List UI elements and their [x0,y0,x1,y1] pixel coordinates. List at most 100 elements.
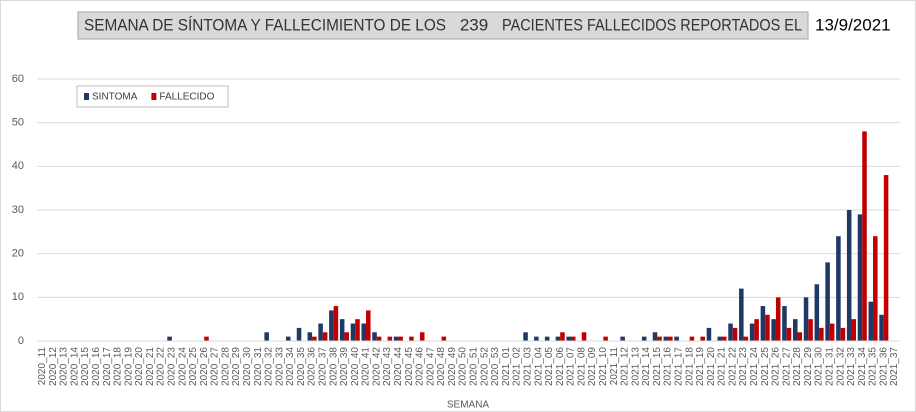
bar [641,336,647,341]
bar [829,323,835,341]
bar [760,306,766,341]
bar [534,336,539,341]
x-tick-label: 2021_10 [598,347,609,386]
bar [739,288,744,341]
x-tick-label: 2020_38 [328,347,339,386]
bar [749,323,755,341]
bar [204,336,209,341]
x-tick-label: 2021_24 [749,347,760,386]
x-tick-label: 2021_19 [695,347,706,386]
bar [264,332,269,341]
bar [312,336,317,341]
x-tick-label: 2020_27 [210,347,221,386]
x-tick-label: 2020_39 [339,347,350,386]
bar [570,336,576,341]
bar [732,327,738,341]
title-suffix: PACIENTES FALLECIDOS REPORTADOS EL [502,15,802,34]
y-tick-label: 0 [18,335,24,347]
bar [603,336,608,341]
x-tick-label: 2021_27 [781,347,792,386]
x-tick-label: 2020_24 [177,347,188,386]
legend-label: SINTOMA [92,92,138,103]
bar [372,332,377,341]
x-tick-label: 2020_42 [371,347,382,386]
bar [819,327,824,341]
x-tick-label: 2020_51 [469,347,480,386]
x-tick-label: 2020_37 [318,347,329,386]
bar [873,236,878,341]
x-tick-label: 2021_37 [889,347,900,386]
bar [344,332,349,341]
x-tick-label: 2020_50 [458,347,469,386]
x-tick-label: 2021_11 [609,347,620,386]
bar [663,336,669,341]
x-tick-label: 2021_29 [803,347,814,386]
x-tick-label: 2020_16 [91,347,102,386]
x-tick-label: 2021_07 [566,347,577,386]
x-tick-label: 2021_12 [620,347,631,386]
bar [318,323,323,341]
x-axis-title: SEMANA [447,400,490,411]
bar [840,327,846,341]
x-tick-label: 2021_31 [825,347,836,386]
x-tick-label: 2021_14 [641,347,652,386]
bar [560,332,565,341]
bar [689,336,695,341]
bar [339,319,345,341]
x-tick-label: 2021_35 [868,347,879,386]
bar [868,301,874,341]
bar [296,327,302,341]
x-tick-label: 2020_41 [361,347,372,386]
bar [376,336,382,341]
bar [722,336,727,341]
bar [836,236,841,341]
x-tick-label: 2021_16 [663,347,674,386]
x-tick-label: 2020_43 [382,347,393,386]
bar [441,336,447,341]
bar [765,314,770,341]
bar [285,336,291,341]
x-tick-label: 2021_36 [878,347,889,386]
bar [803,297,809,341]
x-tick-label: 2021_33 [846,347,857,386]
bar [782,306,787,341]
bar [808,319,813,341]
x-tick-label: 2021_30 [814,347,825,386]
bar [771,319,776,341]
bar [814,284,820,341]
bar [668,336,673,341]
x-tick-label: 2020_53 [490,347,501,386]
bar [544,336,550,341]
bar [419,332,425,341]
bar [657,336,662,341]
bar [393,336,399,341]
x-tick-label: 2020_14 [69,347,80,386]
bar [167,336,172,341]
bar [775,297,781,341]
x-tick-label: 2021_03 [522,347,533,386]
x-tick-label: 2021_32 [835,347,846,386]
y-tick-label: 60 [12,73,24,85]
x-tick-label: 2020_11 [37,347,48,386]
bar [322,332,328,341]
x-tick-label: 2020_19 [123,347,134,386]
legend-swatch [151,93,157,100]
bar [620,336,625,341]
chart-title: SEMANA DE SÍNTOMA Y FALLECIMIENTO DE LOS [84,15,446,34]
x-tick-label: 2020_32 [264,347,275,386]
x-tick-label: 2021_20 [706,347,717,386]
x-tick-label: 2020_13 [59,347,70,386]
x-tick-label: 2020_34 [285,347,296,386]
bar [333,306,339,341]
x-tick-label: 2020_52 [479,347,490,386]
y-tick-label: 50 [12,117,24,129]
bar [851,319,856,341]
bar [706,327,712,341]
x-tick-label: 2020_28 [220,347,231,386]
x-tick-label: 2020_47 [425,347,436,386]
y-tick-label: 10 [12,291,24,303]
title-date: 13/9/2021 [815,15,891,34]
x-tick-label: 2020_33 [274,347,285,386]
x-tick-label: 2020_15 [80,347,91,386]
